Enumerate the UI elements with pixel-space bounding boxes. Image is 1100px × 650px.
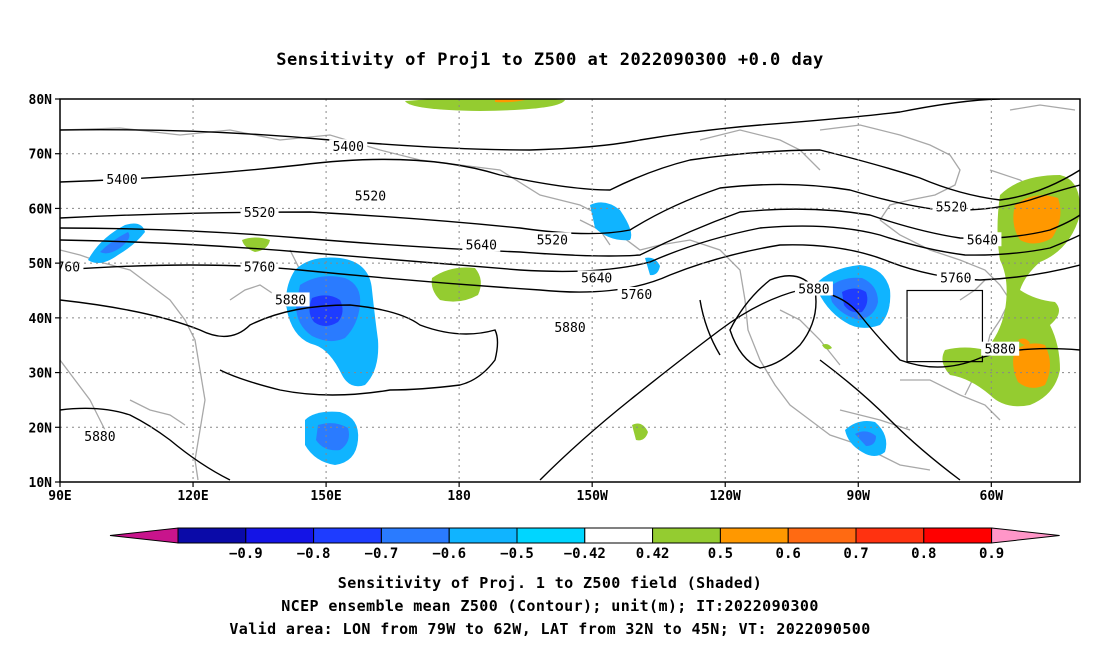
colorbar-swatch [584, 527, 654, 544]
lat-tick-label: 20N [29, 421, 53, 436]
contour-label: 5760 [940, 272, 971, 287]
colorbar-swatch [719, 527, 789, 544]
contour-label: 5520 [355, 189, 386, 204]
contour-label: 5760 [49, 261, 80, 276]
contour-label-bg [533, 232, 572, 247]
contour-label: 5640 [967, 233, 998, 248]
lon-tick-label: 60W [980, 489, 1004, 504]
colorbar-swatch [923, 527, 993, 544]
colorbar-label: −0.7 [365, 546, 399, 562]
contour-label-bg [329, 139, 368, 154]
colorbar-low-triangle [109, 527, 179, 544]
colorbar-label: 0.9 [979, 546, 1004, 562]
lat-tick-label: 10N [29, 476, 53, 491]
colorbar-label: 0.6 [776, 546, 801, 562]
contour-label-bg [794, 281, 833, 296]
z500-contours [60, 99, 1080, 481]
contour-label: 5760 [621, 288, 652, 303]
colorbar-swatch [516, 527, 586, 544]
contour-label: 5880 [275, 293, 306, 308]
contour-label-bg [240, 259, 279, 274]
lat-tick-label: 70N [29, 148, 53, 163]
caption-line-2: NCEP ensemble mean Z500 (Contour); unit(… [281, 597, 819, 615]
contour-label-bg [240, 204, 279, 219]
colorbar: −0.9 −0.8 −0.7 −0.6 −0.5 −0.42 0.42 0.5 0.6 0.7 0.… [109, 527, 1060, 562]
contour-label: 5400 [106, 173, 137, 188]
gridlines [60, 99, 1080, 482]
colorbar-swatch [177, 527, 247, 544]
lon-tick-label: 150W [577, 489, 608, 504]
contour-label-bg [617, 286, 656, 301]
contour-label: 5640 [466, 239, 497, 254]
contour-label: 5520 [244, 206, 275, 221]
colorbar-label: −0.42 [564, 546, 606, 562]
contour-label-bg [271, 292, 310, 307]
colorbar-label: 0.8 [911, 546, 936, 562]
colorbar-swatch [652, 527, 721, 544]
lat-tick-label: 50N [29, 257, 53, 272]
contour-label-bg [981, 341, 1020, 356]
map-frame [59, 98, 1081, 483]
colorbar-label: −0.6 [432, 546, 466, 562]
contour-label: 5520 [936, 200, 967, 215]
colorbar-label: −0.8 [297, 546, 331, 562]
colorbar-swatch [245, 527, 315, 544]
contour-label-bg [551, 319, 589, 334]
colorbar-label: 0.5 [708, 546, 733, 562]
lat-tick-label: 60N [29, 202, 53, 217]
lon-tick-label: 90W [847, 489, 871, 504]
lon-tick-label: 120W [710, 489, 741, 504]
colorbar-label: 0.42 [636, 546, 670, 562]
lon-tick-label: 150E [310, 489, 341, 504]
colorbar-high-triangle [991, 527, 1060, 544]
contour-label-bg [932, 199, 971, 214]
lon-axis: 90E 120E 150E 180 150W 120W 90W 60W [48, 482, 1003, 504]
colorbar-swatch [448, 527, 518, 544]
contour-label: 5880 [798, 283, 829, 298]
contour-label-bg [963, 232, 1002, 247]
map-area: 5400 5400 5520 5520 5520 5520 5640 5640 5640 5760… [49, 99, 1080, 482]
lat-tick-label: 30N [29, 367, 53, 382]
contour-label-bg [462, 237, 501, 252]
colorbar-label: −0.9 [229, 546, 263, 562]
lon-tick-label: 120E [177, 489, 208, 504]
contour-label: 5880 [84, 430, 115, 445]
contour-label-bg [936, 270, 975, 285]
valid-area-box [906, 289, 984, 363]
contour-label: 5880 [554, 321, 585, 336]
contour-label: 5640 [581, 272, 612, 287]
contour-label: 5760 [244, 261, 275, 276]
colorbar-label: −0.5 [500, 546, 534, 562]
colorbar-swatch [787, 527, 857, 544]
lat-tick-label: 40N [29, 312, 53, 327]
contour-labels: 5400 5400 5520 5520 5520 5520 5640 5640 5640 5760… [49, 139, 1020, 445]
colorbar-swatch [380, 527, 450, 544]
contour-label-bg [351, 188, 390, 203]
contour-label-bg [60, 259, 84, 274]
lon-tick-label: 90E [48, 489, 71, 504]
lat-tick-label: 80N [29, 93, 53, 108]
contour-label: 5880 [985, 343, 1016, 358]
contour-label-bg [577, 270, 616, 285]
caption-line-1: Sensitivity of Proj. 1 to Z500 field (Sh… [337, 574, 763, 592]
contour-label-bg [80, 429, 119, 444]
lat-axis: 80N 70N 60N 50N 40N 30N 20N 10N [29, 93, 60, 491]
contour-label-bg [103, 172, 142, 187]
colorbar-swatch [313, 527, 382, 544]
lon-tick-label: 180 [447, 489, 471, 504]
colorbar-label: 0.7 [843, 546, 868, 562]
contour-label: 5400 [333, 140, 364, 155]
caption-line-3: Valid area: LON from 79W to 62W, LAT fro… [229, 620, 871, 638]
colorbar-swatch [855, 527, 925, 544]
contour-label: 5520 [537, 233, 568, 248]
chart-title: Sensitivity of Proj1 to Z500 at 20220903… [276, 50, 824, 70]
